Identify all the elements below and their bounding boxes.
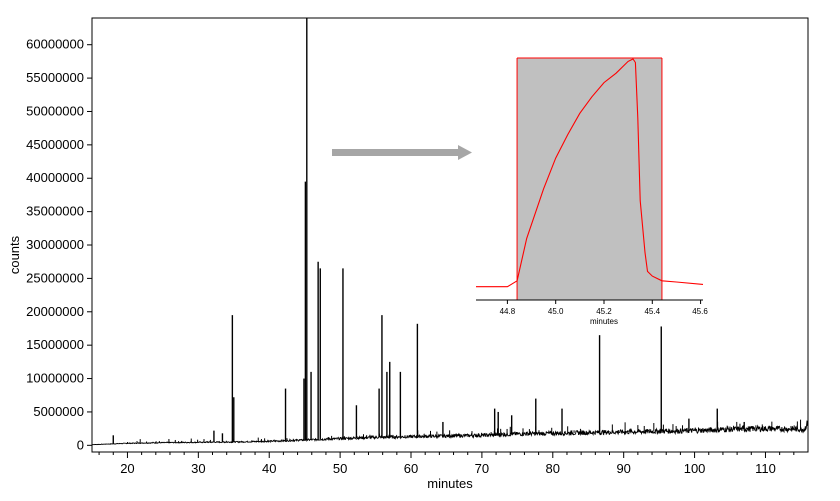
x-tick-label: 20 [120, 461, 134, 476]
inset-x-tick-label: 45.0 [548, 307, 564, 316]
y-tick-label: 30000000 [26, 237, 84, 252]
zoom-arrow-head [458, 145, 472, 160]
y-tick-label: 60000000 [26, 37, 84, 52]
x-tick-label: 30 [191, 461, 205, 476]
zoom-arrow-shaft [332, 149, 458, 156]
chromatogram-baseline [91, 420, 809, 446]
y-tick-label: 35000000 [26, 204, 84, 219]
y-axis-title: counts [7, 235, 22, 274]
x-tick-label: 80 [546, 461, 560, 476]
x-tick-label: 70 [475, 461, 489, 476]
x-tick-label: 60 [404, 461, 418, 476]
inset-x-tick-label: 45.2 [596, 307, 612, 316]
x-tick-label: 110 [755, 461, 776, 476]
inset-x-tick-label: 44.8 [500, 307, 516, 316]
y-tick-label: 10000000 [26, 371, 84, 386]
inset-highlight-region [517, 58, 662, 300]
inset-plot: 44.8 45.0 45.2 45.4 45.6 minutes [476, 57, 708, 326]
y-tick-label: 40000000 [26, 170, 84, 185]
y-tick-label: 15000000 [26, 337, 84, 352]
x-tick-label: 100 [684, 461, 706, 476]
inset-x-axis-title: minutes [590, 317, 618, 326]
y-tick-label: 20000000 [26, 304, 84, 319]
y-tick-label: 5000000 [33, 404, 84, 419]
x-tick-label: 40 [262, 461, 276, 476]
main-plot: 0 5000000 10000000 15000000 20000000 25000000… [7, 17, 809, 491]
x-axis-title: minutes [427, 476, 473, 491]
plot-frame [91, 17, 809, 453]
y-tick-label: 55000000 [26, 70, 84, 85]
inset-x-tick-label: 45.4 [644, 307, 660, 316]
zoom-arrow [332, 145, 472, 160]
inset-peak-trace [476, 58, 704, 288]
inset-x-tick-label: 45.6 [692, 307, 708, 316]
x-tick-label: 50 [333, 461, 347, 476]
x-tick-label: 90 [616, 461, 630, 476]
y-tick-label: 45000000 [26, 137, 84, 152]
y-tick-label: 25000000 [26, 270, 84, 285]
y-tick-label: 0 [77, 437, 84, 452]
y-tick-label: 50000000 [26, 103, 84, 118]
